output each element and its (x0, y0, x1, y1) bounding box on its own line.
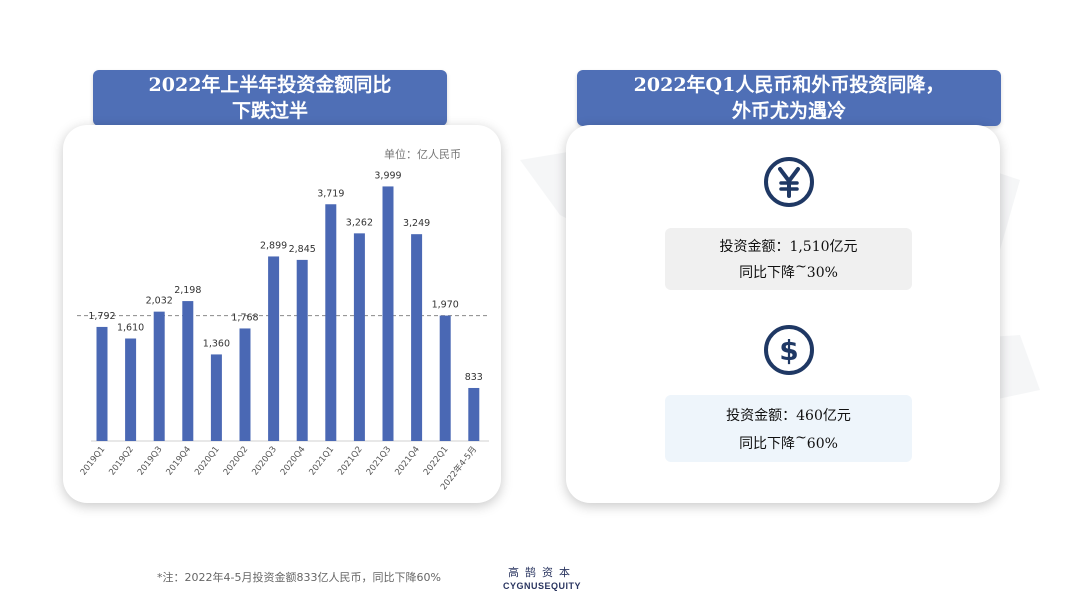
right-section-title: 2022年Q1人民币和外币投资同降， 外币尤为遇冷 (577, 70, 1001, 126)
bar (268, 256, 280, 441)
x-tick-label: 2021Q1 (308, 445, 337, 478)
right-title-line2: 外币尤为遇冷 (731, 100, 846, 122)
bar-value-label: 1,768 (231, 312, 258, 323)
right-title-line1: 2022年Q1人民币和外币投资同降， (633, 74, 945, 96)
rmb-yoy-label: 同比下降 (739, 265, 796, 281)
rmb-yoy-value: 30% (806, 265, 838, 281)
svg-text:$: $ (779, 334, 798, 367)
x-tick-label: 2022Q1 (422, 445, 451, 478)
x-tick-label: 2019Q4 (165, 445, 194, 478)
bar-value-label: 3,262 (346, 217, 373, 228)
bar-value-label: 3,999 (374, 170, 401, 181)
logo-chinese-name: 高鹄资本 (508, 566, 576, 579)
bar (382, 186, 394, 441)
bar (182, 301, 194, 441)
logo-english-name: CYGNUSEQUITY (502, 581, 581, 591)
bar (96, 326, 108, 441)
x-tick-label: 2020Q3 (250, 445, 279, 478)
bar (411, 234, 423, 441)
x-tick-label: 2020Q2 (222, 445, 251, 478)
bar (210, 354, 222, 441)
x-tick-label: 2019Q3 (136, 445, 165, 478)
bar (153, 311, 165, 441)
bar (468, 387, 480, 441)
usd-yoy-label: 同比下降 (739, 436, 796, 452)
bar-value-label: 1,970 (432, 300, 459, 311)
bar-value-label: 833 (465, 372, 483, 383)
investment-bar-chart: 单位：亿人民币 1,792 2019Q1 1,610 2019Q2 2,032 2019Q… (77, 147, 489, 492)
yuan-icon (764, 157, 814, 207)
bar-value-label: 2,032 (146, 296, 173, 307)
bar-value-label: 2,845 (289, 244, 316, 255)
bar-value-label: 2,899 (260, 240, 287, 251)
rmb-yoy-change: 同比下降~30% (665, 259, 912, 282)
rmb-tilde: ~ (795, 259, 807, 275)
x-tick-label: 2020Q4 (279, 445, 308, 478)
bar-value-label: 1,360 (203, 338, 230, 349)
usd-tilde: ~ (795, 430, 807, 446)
usd-yoy-change: 同比下降~60% (665, 430, 912, 453)
left-title-line1: 2022年上半年投资金额同比 (148, 74, 392, 96)
bar-value-label: 3,249 (403, 218, 430, 229)
x-tick-label: 2021Q2 (336, 445, 365, 478)
left-title-line2: 下跌过半 (231, 100, 308, 122)
chart-unit-label: 单位：亿人民币 (384, 147, 461, 161)
x-tick-label: 2021Q4 (393, 445, 422, 478)
x-tick-label: 2021Q3 (365, 445, 394, 478)
x-tick-label: 2019Q1 (79, 445, 108, 478)
usd-investment-box: 投资金额：460亿元 同比下降~60% (665, 395, 912, 462)
bar-value-label: 1,792 (88, 311, 115, 322)
bar (239, 328, 251, 441)
company-logo: 高鹄资本 CYGNUSEQUITY (497, 564, 587, 591)
usd-investment-amount: 投资金额：460亿元 (726, 408, 851, 424)
usd-yoy-value: 60% (806, 436, 838, 452)
bar-value-label: 1,610 (117, 323, 144, 334)
bar-value-label: 2,198 (174, 285, 201, 296)
bar (353, 233, 365, 441)
bar (125, 338, 137, 441)
left-section-title: 2022年上半年投资金额同比 下跌过半 (93, 70, 447, 126)
bar (325, 204, 337, 441)
footnote: *注：2022年4-5月投资金额833亿人民币，同比下降60% (157, 571, 441, 584)
rmb-investment-amount: 投资金额：1,510亿元 (719, 239, 858, 255)
bar (296, 259, 308, 441)
x-tick-label: 2020Q1 (193, 445, 222, 478)
rmb-investment-box: 投资金额：1,510亿元 同比下降~30% (665, 228, 912, 290)
bar (439, 315, 451, 441)
dollar-icon: $ (764, 325, 814, 375)
x-tick-label: 2019Q2 (107, 445, 136, 478)
bar-value-label: 3,719 (317, 188, 344, 199)
bar-series: 1,792 2019Q1 1,610 2019Q2 2,032 2019Q3 2,198 20… (79, 170, 483, 492)
